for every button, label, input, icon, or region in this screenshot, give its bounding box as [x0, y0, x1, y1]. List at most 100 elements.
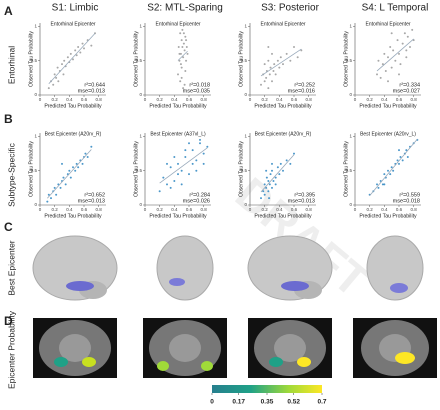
- scatter-panel: 0 0.2 0.4 0.6 0.8 0 0.5 1 Best Epicenter (A37vl_…: [133, 131, 211, 219]
- x-tick-label: 0.4: [276, 207, 283, 212]
- fit-line: [48, 33, 96, 84]
- data-point: [268, 183, 271, 186]
- data-point: [265, 176, 268, 179]
- data-point: [173, 180, 176, 182]
- y-axis-label: Observed Tau Probability: [133, 31, 139, 87]
- mse-annotation: mse=0.016: [288, 88, 315, 94]
- data-point: [206, 145, 209, 148]
- data-point: [262, 190, 265, 193]
- y-tick-label: 1: [139, 134, 142, 139]
- data-point: [267, 180, 270, 182]
- data-point: [77, 166, 80, 169]
- panel-title: Entorhinal Epicenter: [50, 21, 95, 27]
- data-point: [55, 193, 58, 196]
- data-point: [384, 70, 387, 72]
- y-tick-label: 0: [349, 202, 352, 207]
- x-tick-label: 0.4: [171, 207, 178, 212]
- y-axis-label: Observed Tau Probability: [28, 31, 34, 87]
- column-header: S1: Limbic: [52, 3, 99, 14]
- data-point: [90, 44, 93, 47]
- coronal-slices: [33, 318, 437, 378]
- data-point: [398, 149, 400, 152]
- y-tick-label: 1: [244, 134, 247, 139]
- x-tick-label: 0.2: [52, 97, 59, 102]
- data-point: [276, 166, 279, 169]
- data-point: [185, 46, 188, 48]
- data-point: [296, 56, 299, 59]
- data-point: [268, 73, 271, 76]
- y-tick-label: 0: [34, 202, 37, 207]
- data-point: [81, 162, 84, 165]
- x-tick-label: 0.8: [306, 207, 313, 212]
- x-tick-label: 0.2: [367, 97, 374, 102]
- data-point: [90, 145, 93, 148]
- data-point: [403, 32, 406, 35]
- fit-line: [376, 38, 414, 72]
- data-point: [389, 46, 392, 48]
- x-axis-label: Predicted Tau Probability: [359, 103, 417, 109]
- data-point: [86, 156, 89, 158]
- row-labels: A Entorhinal B Subtype-Specific C Best Epicen…: [4, 4, 16, 389]
- data-point: [406, 35, 409, 38]
- data-point: [166, 183, 168, 186]
- panel-title: Entorhinal Epicenter: [260, 21, 305, 27]
- mse-annotation: mse=0.035: [183, 88, 210, 94]
- colorbar-tick-label: 0.35: [261, 399, 274, 406]
- data-point: [398, 52, 400, 55]
- data-point: [59, 186, 62, 189]
- data-point: [180, 66, 183, 69]
- mse-annotation: mse=0.013: [78, 198, 105, 204]
- mse-annotation: mse=0.018: [393, 198, 420, 204]
- data-point: [399, 63, 402, 66]
- data-point: [273, 63, 276, 66]
- panel-title: Entorhinal Epicenter: [155, 21, 200, 27]
- y-tick-label: 0.5: [136, 168, 143, 173]
- y-tick-label: 1: [349, 24, 352, 29]
- data-point: [55, 76, 58, 79]
- r2-annotation: r²=0.284: [189, 192, 210, 198]
- x-tick-label: 0: [354, 97, 357, 102]
- slice-s1: [33, 318, 117, 378]
- mse-annotation: mse=0.027: [393, 88, 420, 94]
- y-tick-label: 0: [139, 92, 142, 97]
- panel-title: Best Epicenter (A20rv_R): [255, 131, 312, 137]
- data-point: [265, 76, 268, 79]
- scatter-panel: 0 0.2 0.4 0.6 0.8 0 0.5 1 Entorhinal Epicenter Pr…: [28, 21, 106, 109]
- y-tick-label: 0.5: [346, 168, 353, 173]
- data-point: [405, 149, 408, 152]
- y-tick-label: 0.5: [241, 168, 248, 173]
- colorbar-tick-label: 0.17: [232, 399, 245, 406]
- y-tick-label: 0.5: [346, 58, 353, 63]
- x-tick-label: 0.2: [52, 207, 59, 212]
- data-point: [411, 28, 414, 31]
- data-point: [387, 80, 389, 83]
- data-point: [61, 63, 63, 66]
- x-tick-label: 0.8: [96, 97, 103, 102]
- x-tick-label: 0: [249, 97, 252, 102]
- row-label: Epicenter Probability: [6, 310, 16, 389]
- x-tick-label: 0.4: [171, 97, 178, 102]
- x-tick-label: 0.6: [396, 207, 403, 212]
- data-point: [179, 32, 182, 35]
- y-tick-label: 0: [139, 202, 142, 207]
- data-point: [169, 186, 172, 189]
- data-point: [181, 28, 184, 31]
- y-axis-label: Observed Tau Probability: [28, 141, 34, 197]
- data-point: [185, 59, 188, 62]
- slice-s3: [248, 318, 332, 378]
- data-point: [282, 169, 284, 172]
- data-point: [285, 52, 288, 55]
- data-point: [376, 73, 378, 76]
- column-header: S3: Posterior: [261, 3, 319, 14]
- data-point: [390, 32, 393, 35]
- data-point: [377, 59, 380, 62]
- data-point: [389, 173, 392, 176]
- data-point: [396, 159, 399, 162]
- data-point: [81, 42, 84, 45]
- data-point: [162, 176, 165, 179]
- y-tick-label: 0: [244, 92, 247, 97]
- brain-renders: [32, 235, 424, 301]
- data-point: [166, 162, 168, 165]
- data-point: [72, 58, 74, 61]
- data-point: [396, 39, 399, 42]
